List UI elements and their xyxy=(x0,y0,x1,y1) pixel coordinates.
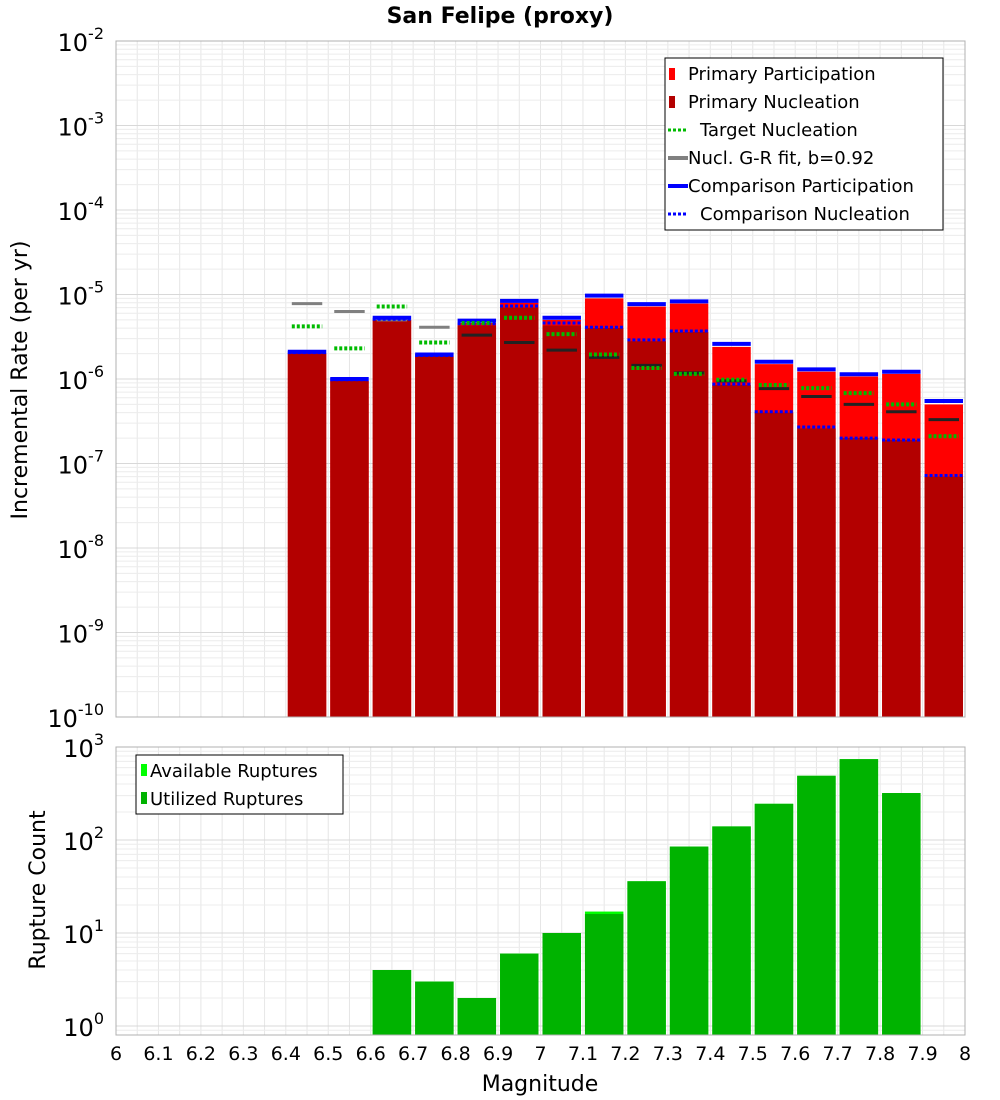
y-tick-label: 10-3 xyxy=(58,109,105,142)
y-tick-label: 100 xyxy=(63,1009,104,1042)
nucleation-bar xyxy=(797,428,836,717)
chart-title: San Felipe (proxy) xyxy=(387,4,614,29)
x-tick-label: 6 xyxy=(110,1043,122,1065)
utilized-ruptures-bar xyxy=(797,775,836,1035)
y-tick-label: 10-4 xyxy=(58,193,105,226)
y-tick-label: 10-9 xyxy=(58,616,105,649)
nucleation-bar xyxy=(754,412,794,717)
top-plot-legend: Primary Participation Primary Nucleation T… xyxy=(664,57,944,231)
utilized-ruptures-bar xyxy=(882,793,921,1035)
y-tick-label: 101 xyxy=(63,916,104,949)
utilized-ruptures-bar xyxy=(542,932,581,1035)
legend-label: Available Ruptures xyxy=(150,761,318,782)
x-tick-label: 6.9 xyxy=(483,1043,513,1065)
x-tick-label: 6.6 xyxy=(356,1043,386,1065)
x-tick-label: 7.2 xyxy=(610,1043,640,1065)
x-tick-label: 7.3 xyxy=(653,1043,683,1065)
nucleation-bar xyxy=(330,380,369,717)
utilized-ruptures-bar xyxy=(669,846,709,1035)
nucleation-bar xyxy=(372,319,412,717)
nucleation-bar xyxy=(415,356,454,717)
legend-swatch xyxy=(141,792,147,804)
legend-box xyxy=(135,754,344,815)
x-axis-label: Magnitude xyxy=(482,1072,599,1097)
utilized-ruptures-bar xyxy=(415,981,454,1035)
legend-label: Utilized Ruptures xyxy=(150,789,303,810)
y-tick-label: 103 xyxy=(63,730,104,763)
y-tick-label: 10-5 xyxy=(58,278,105,311)
utilized-ruptures-bar xyxy=(372,969,412,1035)
x-tick-label: 7.7 xyxy=(823,1043,853,1065)
top-plot-bars xyxy=(287,298,963,717)
bottom-y-axis-label: Rupture Count xyxy=(26,810,51,970)
y-tick-label: 10-6 xyxy=(58,362,105,395)
x-tick-label: 7.1 xyxy=(568,1043,598,1065)
x-tick-label: 7.5 xyxy=(738,1043,768,1065)
x-tick-label: 7 xyxy=(534,1043,546,1065)
nucleation-bar xyxy=(882,439,921,717)
x-tick-label: 8 xyxy=(959,1043,971,1065)
legend-label: Comparison Nucleation xyxy=(700,204,910,225)
y-tick-label: 10-8 xyxy=(58,531,105,564)
x-tick-label: 7.4 xyxy=(695,1043,725,1065)
y-tick-label: 10-2 xyxy=(58,24,105,57)
utilized-ruptures-bar xyxy=(457,997,497,1035)
nucleation-bar xyxy=(712,384,751,717)
utilized-ruptures-bar xyxy=(754,803,794,1035)
x-tick-labels: 6 6.1 6.2 6.3 6.4 6.5 6.6 6.7 6.8 6.9 7 7.1 7.2 7.3 7.… xyxy=(110,1043,971,1065)
bottom-plot-legend: Available Ruptures Utilized Ruptures xyxy=(135,754,344,815)
y-tick-label: 10-7 xyxy=(58,447,105,480)
legend-box xyxy=(664,57,944,231)
x-tick-label: 7.8 xyxy=(865,1043,895,1065)
nucleation-bar xyxy=(669,331,709,717)
y-tick-label: 10-10 xyxy=(47,700,104,733)
nucleation-bar xyxy=(457,325,497,717)
x-tick-label: 7.6 xyxy=(780,1043,810,1065)
nucleation-bar xyxy=(500,307,539,717)
legend-label: Target Nucleation xyxy=(699,120,858,141)
top-y-axis-label: Incremental Rate (per yr) xyxy=(8,241,33,520)
legend-swatch xyxy=(669,68,675,80)
legend-swatch xyxy=(141,764,147,776)
legend-label: Nucl. G-R fit, b=0.92 xyxy=(688,148,874,169)
x-tick-label: 6.5 xyxy=(313,1043,343,1065)
legend-swatch xyxy=(669,96,675,108)
utilized-ruptures-bar xyxy=(500,953,539,1035)
x-tick-label: 6.8 xyxy=(440,1043,470,1065)
x-tick-label: 6.7 xyxy=(398,1043,428,1065)
x-tick-label: 6.2 xyxy=(186,1043,216,1065)
nucleation-bar xyxy=(627,341,666,717)
x-tick-label: 6.3 xyxy=(228,1043,258,1065)
x-tick-label: 7.9 xyxy=(907,1043,937,1065)
x-tick-label: 6.4 xyxy=(271,1043,301,1065)
nucleation-bar xyxy=(542,325,581,717)
utilized-ruptures-bar xyxy=(627,881,666,1035)
nucleation-bar xyxy=(287,353,327,717)
utilized-ruptures-bar xyxy=(839,759,879,1035)
utilized-ruptures-bar xyxy=(584,914,624,1035)
utilized-ruptures-bar xyxy=(712,826,751,1035)
nucleation-bar xyxy=(584,328,624,717)
legend-label: Primary Nucleation xyxy=(688,92,860,113)
legend-label: Comparison Participation xyxy=(688,176,914,197)
legend-label: Primary Participation xyxy=(688,64,876,85)
y-tick-label: 102 xyxy=(63,823,104,856)
top-plot-y-tick-labels: 10-2 10-3 10-4 10-5 10-6 10-7 10-8 10-9 10-10 xyxy=(47,24,104,733)
bottom-plot-y-tick-labels: 103 102 101 100 xyxy=(63,730,104,1042)
nucleation-bar xyxy=(924,476,963,717)
x-tick-label: 6.1 xyxy=(143,1043,173,1065)
bottom-plot-bars xyxy=(372,759,921,1035)
nucleation-bar xyxy=(839,438,879,717)
bottom-plot-frame xyxy=(115,746,966,1036)
top-plot-lines xyxy=(287,293,963,478)
top-plot-frame xyxy=(115,40,966,718)
